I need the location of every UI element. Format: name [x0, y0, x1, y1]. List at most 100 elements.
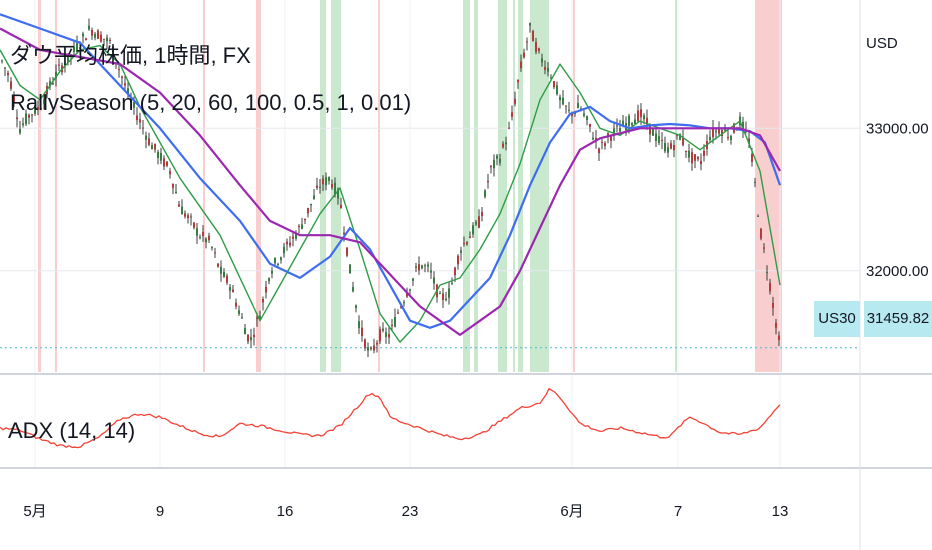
candle-body [634, 119, 636, 124]
candle-body [484, 190, 486, 197]
candle-body [457, 255, 459, 265]
candle-body [118, 69, 120, 71]
chart-title[interactable]: ダウ平均株価, 1時間, FX [10, 43, 251, 68]
candle-body [85, 38, 87, 41]
candle-body [433, 277, 435, 284]
candle-body [619, 128, 621, 132]
candle-body [133, 102, 135, 108]
candle-body [496, 155, 498, 159]
candle-body [151, 145, 153, 150]
candle-body [406, 293, 408, 297]
candle-body [466, 242, 468, 245]
candle-body [1, 60, 3, 62]
candle-body [505, 142, 507, 145]
candle-body [73, 46, 75, 52]
candle-body [193, 222, 195, 228]
indicator-label[interactable]: RallySeason (5, 20, 60, 100, 0.5, 1, 0.0… [10, 90, 412, 115]
candle-body [529, 22, 531, 26]
candle-body [637, 110, 639, 122]
candle-body [340, 204, 342, 208]
candle-body [235, 302, 237, 307]
candle-body [106, 37, 108, 42]
candle-body [283, 246, 285, 254]
candle-body [691, 152, 693, 164]
candle-body [109, 39, 111, 41]
candle-body [22, 123, 24, 126]
candle-body [103, 38, 105, 40]
candle-body [490, 165, 492, 168]
candle-body [349, 264, 351, 274]
candle-body [661, 139, 663, 141]
candle-body [280, 257, 282, 261]
candle-body [244, 327, 246, 335]
y-tick-label: 33000.00 [866, 120, 929, 137]
ma_blue-line [0, 13, 782, 329]
candle-body [136, 115, 138, 121]
candle-body [223, 271, 225, 278]
candle-body [277, 263, 279, 265]
candle-body [646, 117, 648, 125]
adx-label[interactable]: ADX (14, 14) [8, 418, 136, 443]
candle-body [481, 211, 483, 216]
band-red [55, 0, 57, 372]
candle-body [532, 30, 534, 42]
candle-body [694, 154, 696, 161]
candle-body [454, 267, 456, 276]
candle-body [358, 321, 360, 329]
candle-body [178, 204, 180, 207]
candle-body [760, 228, 762, 239]
currency-label: USD [866, 35, 898, 52]
candle-body [148, 138, 150, 145]
candle-body [88, 25, 90, 30]
candle-body [730, 136, 732, 141]
candle-body [130, 99, 132, 102]
candle-body [19, 128, 21, 134]
candle-body [640, 109, 642, 118]
candle-body [442, 293, 444, 301]
band-red [256, 0, 261, 372]
candle-body [199, 237, 201, 239]
candle-body [721, 129, 723, 136]
candle-body [712, 128, 714, 138]
candle-body [91, 30, 93, 36]
candle-body [676, 134, 678, 136]
candle-body [559, 96, 561, 101]
candle-body [268, 278, 270, 282]
candle-body [214, 252, 216, 254]
candle-body [124, 83, 126, 86]
candle-body [589, 124, 591, 127]
candle-body [184, 213, 186, 217]
candle-body [493, 159, 495, 169]
band-green [513, 0, 515, 372]
candle-body [79, 47, 81, 49]
candle-body [229, 286, 231, 291]
candle-body [40, 108, 42, 110]
x-tick-label: 7 [674, 503, 682, 520]
candle-body [25, 113, 27, 124]
candle-body [562, 97, 564, 105]
candle-body [31, 114, 33, 116]
x-tick-label: 13 [772, 503, 789, 520]
candle-body [160, 152, 162, 161]
candle-body [286, 241, 288, 245]
candle-body [382, 328, 384, 331]
axes: USD 33000.00 32000.00 5月 9 16 23 6月 7 13 [23, 0, 929, 550]
candle-body [163, 158, 165, 167]
candle-body [547, 67, 549, 72]
candle-body [556, 85, 558, 95]
candle-body [364, 339, 366, 349]
candle-body [334, 182, 336, 196]
x-tick-label: 5月 [23, 503, 46, 520]
candle-body [181, 206, 183, 215]
candle-body [4, 67, 6, 69]
candle-body [724, 129, 726, 131]
band-green [675, 0, 677, 372]
candle-body [142, 127, 144, 129]
candle-body [49, 81, 51, 87]
candle-body [424, 265, 426, 267]
candle-body [319, 186, 321, 188]
candle-body [523, 52, 525, 58]
candle-body [445, 298, 447, 301]
candle-body [76, 43, 78, 52]
